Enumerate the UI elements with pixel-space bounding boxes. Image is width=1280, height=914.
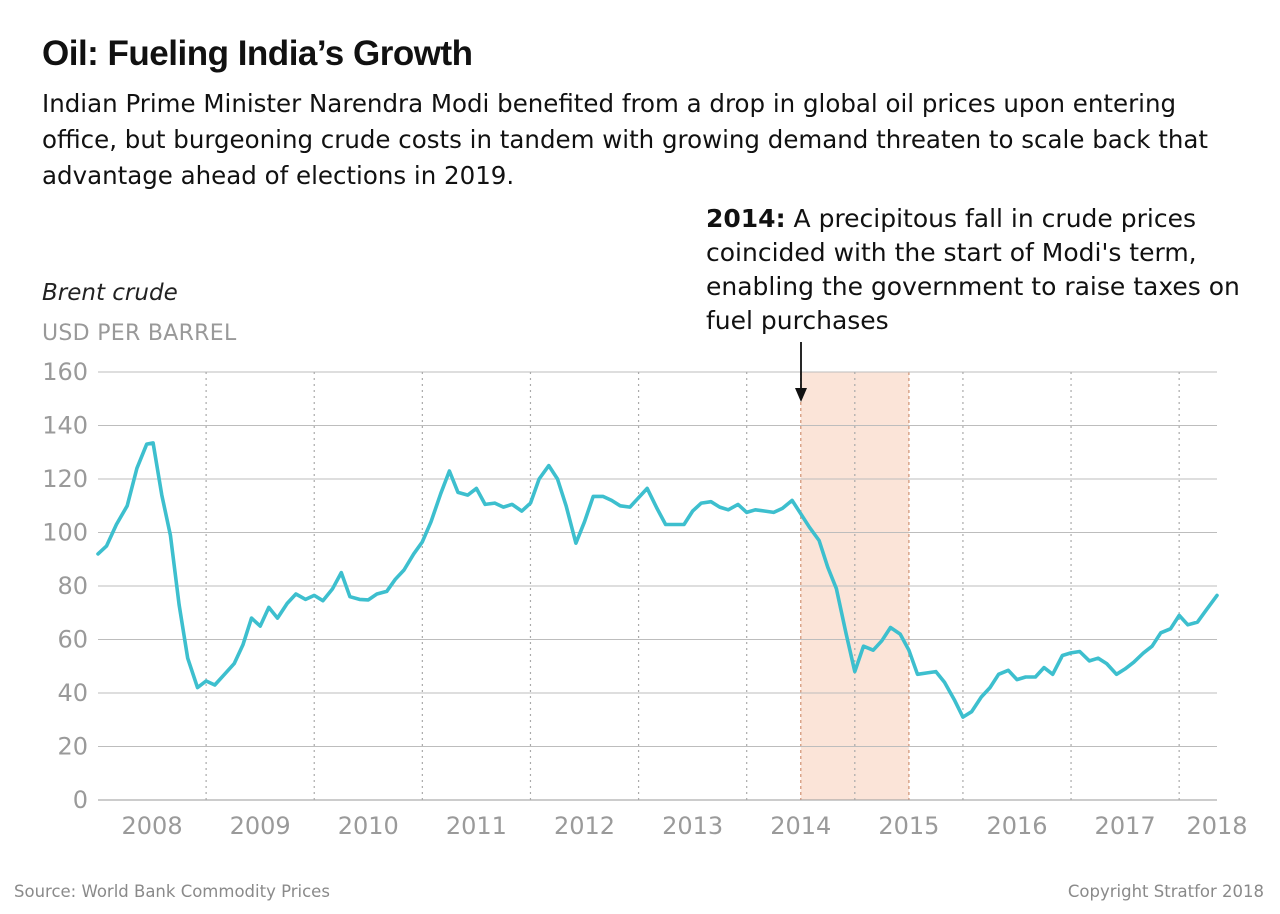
x-tick-label: 2009 xyxy=(230,812,291,840)
x-tick-label: 2013 xyxy=(662,812,723,840)
y-tick-label: 160 xyxy=(42,358,88,386)
x-tick-label: 2012 xyxy=(554,812,615,840)
brent-price-line xyxy=(96,441,1219,719)
x-tick-label: 2010 xyxy=(338,812,399,840)
y-tick-label: 80 xyxy=(57,572,88,600)
x-tick-label: 2008 xyxy=(122,812,183,840)
annotation-text: A precipitous fall in crude prices coinc… xyxy=(706,204,1240,335)
y-tick-label: 0 xyxy=(73,786,88,814)
x-tick-label: 2016 xyxy=(986,812,1047,840)
y-tick-label: 20 xyxy=(57,733,88,761)
x-tick-label: 2014 xyxy=(770,812,831,840)
x-tick-label: 2018 xyxy=(1186,812,1247,840)
page-subtitle: Indian Prime Minister Narendra Modi bene… xyxy=(42,89,1208,190)
y-tick-label: 100 xyxy=(42,519,88,547)
source-note: Source: World Bank Commodity Prices xyxy=(14,882,330,901)
y-tick-label: 140 xyxy=(42,412,88,440)
copyright-note: Copyright Stratfor 2018 xyxy=(1067,882,1264,901)
annotation-2014: 2014: A precipitous fall in crude prices… xyxy=(706,202,1246,338)
annotation-bold: 2014: xyxy=(706,204,786,233)
y-tick-label: 120 xyxy=(42,465,88,493)
y-tick-label: 60 xyxy=(57,626,88,654)
y-tick-label: 40 xyxy=(57,679,88,707)
annotation-arrow-head xyxy=(795,388,807,402)
y-axis-label: Brent crude xyxy=(42,280,178,306)
x-tick-label: 2011 xyxy=(446,812,507,840)
page-title: Oil: Fueling India’s Growth xyxy=(42,34,473,73)
x-tick-label: 2017 xyxy=(1095,812,1156,840)
y-axis-unit: USD PER BARREL xyxy=(42,321,237,346)
x-tick-label: 2015 xyxy=(878,812,939,840)
